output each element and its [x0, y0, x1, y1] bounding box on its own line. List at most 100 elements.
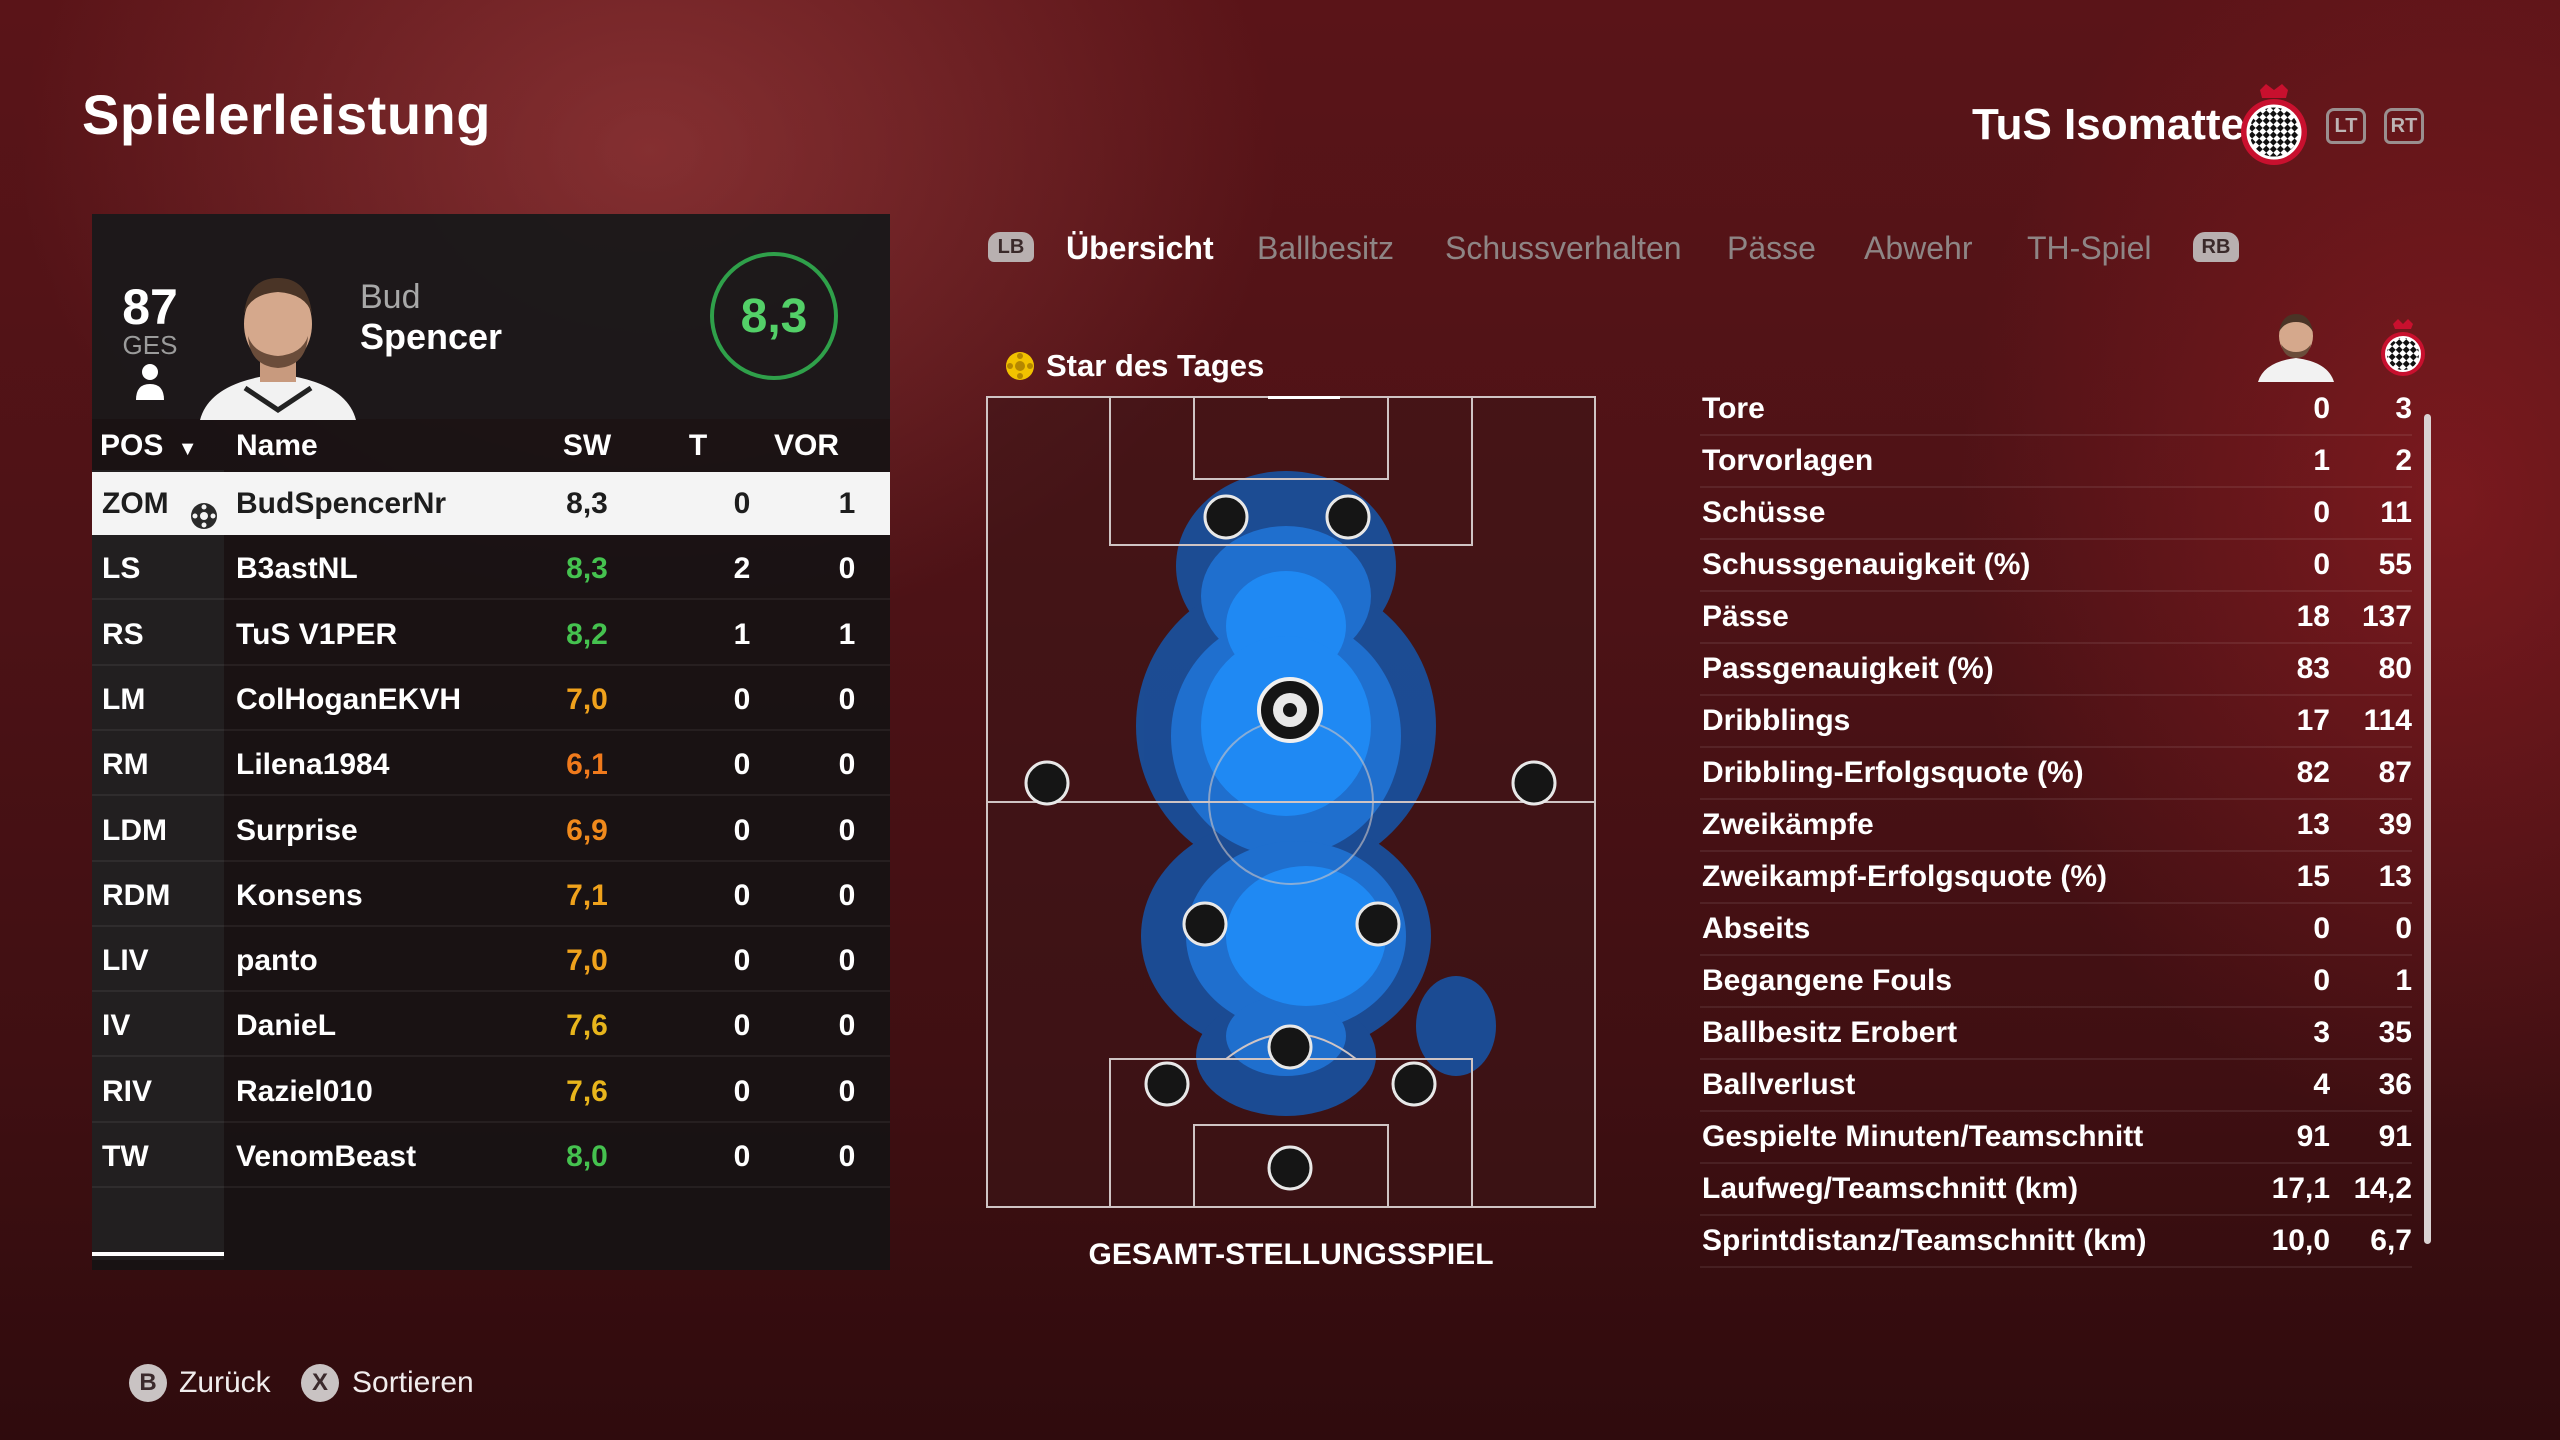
table-row[interactable]: RIV Raziel010 7,6 0 0: [92, 1060, 890, 1123]
stat-row: Passgenauigkeit (%) 83 80: [1700, 644, 2412, 696]
tab-passes[interactable]: Pässe: [1727, 230, 1816, 266]
row-rating: 7,0: [566, 682, 608, 716]
tab-defense[interactable]: Abwehr: [1864, 230, 1973, 266]
stat-team-value: 1: [2395, 964, 2412, 997]
row-position: RIV: [102, 1074, 153, 1108]
rb-bumper-icon[interactable]: RB: [2193, 232, 2239, 262]
player-avatar-small: [2258, 314, 2334, 382]
table-row[interactable]: ZOM BudSpencerNr 8,3 0 1: [92, 472, 890, 535]
row-rating: 8,2: [566, 617, 608, 651]
row-rating: 6,9: [566, 813, 608, 847]
stat-player-value: 0: [2313, 548, 2330, 581]
table-row[interactable]: LDM Surprise 6,9 0 0: [92, 799, 890, 862]
row-goals: 0: [733, 944, 751, 978]
stat-player-value: 18: [2296, 600, 2330, 633]
stat-label: Zweikampf-Erfolgsquote (%): [1702, 860, 2108, 893]
pos-header-label: POS: [100, 429, 164, 462]
position-column-bg: [92, 470, 224, 1260]
row-assists: 0: [838, 682, 856, 716]
table-row[interactable]: RM Lilena1984 6,1 0 0: [92, 733, 890, 797]
stat-row: Sprintdistanz/Teamschnitt (km) 10,0 6,7: [1700, 1216, 2412, 1268]
row-rating: 8,3: [566, 552, 608, 586]
row-assists: 0: [838, 1074, 856, 1108]
stat-label: Passgenauigkeit (%): [1702, 652, 1994, 685]
table-row[interactable]: LIV panto 7,0 0 0: [92, 929, 890, 993]
sort-button[interactable]: Sortieren: [352, 1366, 474, 1399]
heatmap-pitch: [986, 396, 1596, 1208]
name-header[interactable]: Name: [236, 429, 318, 462]
sort-down-icon: ▼: [177, 438, 198, 460]
stat-label: Zweikämpfe: [1702, 808, 1874, 841]
row-position: RM: [102, 748, 149, 782]
player-last-name: Spencer: [360, 316, 503, 357]
table-row[interactable]: TW VenomBeast 8,0 0 0: [92, 1125, 890, 1188]
row-assists: 0: [838, 944, 856, 978]
stats-scrollbar[interactable]: [2424, 414, 2431, 1244]
row-player-name: BudSpencerNr: [236, 487, 447, 520]
stat-label: Pässe: [1702, 600, 1789, 633]
rt-trigger-icon[interactable]: RT: [2384, 108, 2424, 144]
b-button-icon[interactable]: B: [129, 1364, 167, 1402]
row-assists: 1: [838, 617, 856, 651]
stat-row: Dribblings 17 114: [1700, 696, 2412, 748]
stat-team-value: 39: [2378, 808, 2412, 841]
stat-row: Gespielte Minuten/Teamschnitt 91 91: [1700, 1112, 2412, 1164]
stat-row: Zweikämpfe 13 39: [1700, 800, 2412, 852]
row-rating: 8,0: [566, 1140, 608, 1173]
stat-player-value: 0: [2313, 392, 2330, 425]
person-icon: [136, 364, 164, 400]
stat-label: Gespielte Minuten/Teamschnitt: [1702, 1120, 2144, 1153]
table-row[interactable]: RS TuS V1PER 8,2 1 1: [92, 603, 890, 666]
row-player-name: Surprise: [236, 813, 358, 847]
selected-player-marker: [1257, 677, 1323, 743]
row-assists: 1: [838, 487, 856, 520]
row-player-name: TuS V1PER: [236, 617, 398, 651]
table-row[interactable]: LS B3astNL 8,3 2 0: [92, 537, 890, 601]
tab-goalkeeping[interactable]: TH-Spiel: [2027, 230, 2152, 266]
stat-player-value: 4: [2313, 1068, 2330, 1101]
player-markers: [1024, 494, 1557, 1191]
row-player-name: Konsens: [236, 878, 363, 912]
stat-label: Torvorlagen: [1702, 444, 1874, 477]
stat-row: Ballverlust 4 36: [1700, 1060, 2412, 1112]
lb-bumper-icon[interactable]: LB: [988, 232, 1034, 262]
table-row[interactable]: RDM Konsens 7,1 0 0: [92, 864, 890, 927]
stat-player-value: 83: [2296, 652, 2330, 685]
stats-table: Tore 0 3 Torvorlagen 1 2 Schüsse 0 11 Schussgenau…: [1700, 384, 2412, 1268]
stat-label: Laufweg/Teamschnitt (km): [1702, 1172, 2079, 1205]
stat-player-value: 13: [2296, 808, 2330, 841]
table-row[interactable]: LM ColHoganEKVH 7,0 0 0: [92, 668, 890, 731]
row-goals: 2: [733, 552, 751, 586]
row-goals: 0: [733, 682, 751, 716]
stat-label: Abseits: [1702, 912, 1811, 945]
team-crest-small-icon: [2381, 319, 2425, 376]
tab-possession[interactable]: Ballbesitz: [1257, 230, 1394, 266]
overall-label: GES: [122, 330, 178, 360]
pos-header[interactable]: POS ▼: [100, 424, 198, 468]
row-player-name: panto: [236, 944, 318, 978]
stat-row: Schussgenauigkeit (%) 0 55: [1700, 540, 2412, 592]
stat-team-value: 91: [2378, 1120, 2412, 1153]
stat-label: Begangene Fouls: [1702, 964, 1953, 997]
stat-team-value: 0: [2395, 912, 2412, 945]
back-button[interactable]: Zurück: [179, 1366, 271, 1399]
t-header[interactable]: T: [688, 429, 708, 462]
table-row[interactable]: IV DanieL 7,6 0 0: [92, 994, 890, 1058]
stat-label: Ballbesitz Erobert: [1702, 1016, 1958, 1049]
stat-row: Pässe 18 137: [1700, 592, 2412, 644]
lt-trigger-icon[interactable]: LT: [2326, 108, 2366, 144]
row-position: RDM: [102, 878, 171, 912]
sw-header[interactable]: SW: [562, 429, 612, 462]
row-position: ZOM: [102, 487, 169, 520]
row-rating: 7,1: [566, 878, 608, 912]
vor-header[interactable]: VOR: [774, 429, 840, 462]
row-rating: 7,6: [566, 1074, 608, 1108]
stat-label: Schussgenauigkeit (%): [1702, 548, 2031, 581]
tab-shooting[interactable]: Schussverhalten: [1445, 230, 1682, 266]
page-title: Spielerleistung: [82, 83, 491, 146]
tab-overview[interactable]: Übersicht: [1066, 230, 1214, 266]
row-assists: 0: [838, 552, 856, 586]
row-player-name: Lilena1984: [236, 748, 390, 782]
player-portrait: [200, 278, 356, 420]
x-button-icon[interactable]: X: [301, 1364, 339, 1402]
